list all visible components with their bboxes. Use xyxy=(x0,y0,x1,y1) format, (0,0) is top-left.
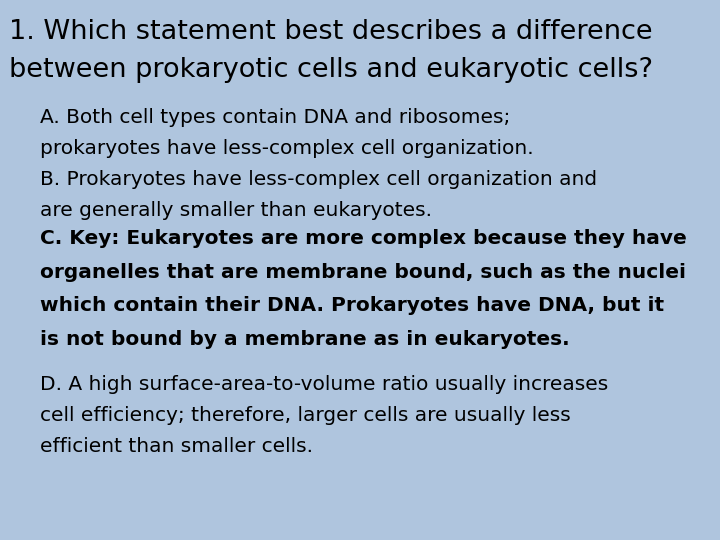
Text: A. Both cell types contain DNA and ribosomes;: A. Both cell types contain DNA and ribos… xyxy=(40,108,510,127)
Text: which contain their DNA. Prokaryotes have DNA, but it: which contain their DNA. Prokaryotes hav… xyxy=(40,296,664,315)
Text: organelles that are membrane bound, such as the nuclei: organelles that are membrane bound, such… xyxy=(40,263,685,282)
Text: are generally smaller than eukaryotes.: are generally smaller than eukaryotes. xyxy=(40,201,431,220)
Text: prokaryotes have less-complex cell organization.: prokaryotes have less-complex cell organ… xyxy=(40,139,534,158)
Text: is not bound by a membrane as in eukaryotes.: is not bound by a membrane as in eukaryo… xyxy=(40,330,570,349)
Text: cell efficiency; therefore, larger cells are usually less: cell efficiency; therefore, larger cells… xyxy=(40,406,570,425)
Text: C. Key: Eukaryotes are more complex because they have: C. Key: Eukaryotes are more complex beca… xyxy=(40,230,686,248)
Text: efficient than smaller cells.: efficient than smaller cells. xyxy=(40,437,312,456)
Text: between prokaryotic cells and eukaryotic cells?: between prokaryotic cells and eukaryotic… xyxy=(9,57,652,83)
Text: 1. Which statement best describes a difference: 1. Which statement best describes a diff… xyxy=(9,19,652,45)
Text: D. A high surface-area-to-volume ratio usually increases: D. A high surface-area-to-volume ratio u… xyxy=(40,375,608,394)
Text: B. Prokaryotes have less-complex cell organization and: B. Prokaryotes have less-complex cell or… xyxy=(40,170,597,189)
